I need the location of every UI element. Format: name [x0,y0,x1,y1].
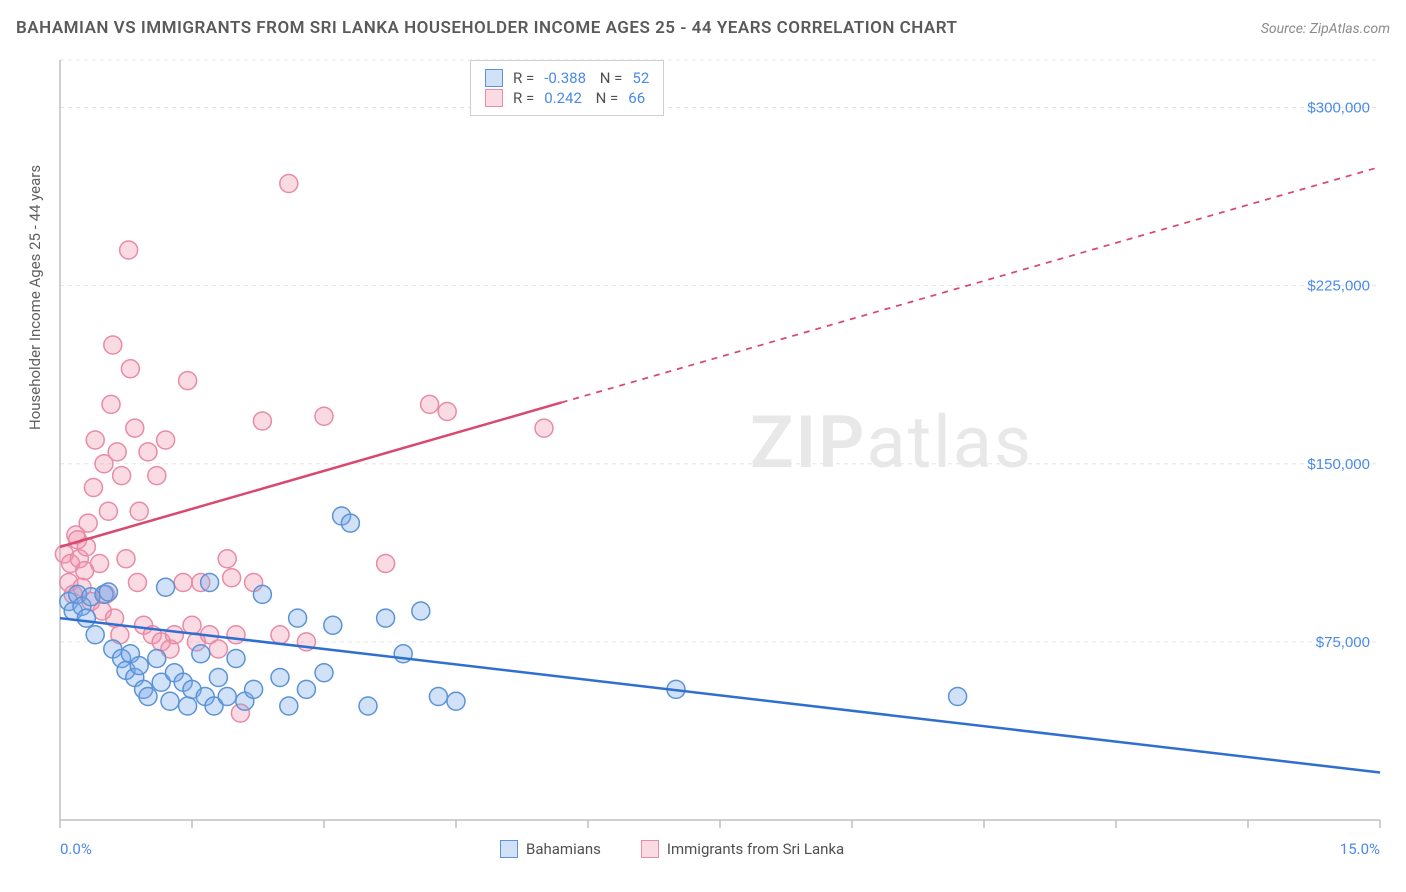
swatch-bahamians-icon [500,840,518,858]
svg-text:$300,000: $300,000 [1307,100,1370,117]
legend-row-srilanka: R = 0.242 N = 66 [485,89,649,107]
x-axis-max-label: 15.0% [1340,840,1380,858]
svg-text:$225,000: $225,000 [1307,278,1370,295]
swatch-bahamians [485,69,503,87]
r-value-srilanka: 0.242 [544,89,582,107]
legend-item-srilanka: Immigrants from Sri Lanka [641,840,844,858]
scatter-chart: $75,000 $150,000 $225,000 $300,000 [0,0,1406,892]
correlation-legend: R = -0.388 N = 52 R = 0.242 N = 66 [470,60,664,116]
svg-text:$75,000: $75,000 [1316,634,1370,651]
swatch-srilanka-icon [641,840,659,858]
legend-item-bahamians: Bahamians [500,840,601,858]
swatch-srilanka [485,89,503,107]
svg-text:$150,000: $150,000 [1307,456,1370,473]
legend-row-bahamians: R = -0.388 N = 52 [485,69,649,87]
r-value-bahamians: -0.388 [544,69,586,87]
n-value-bahamians: 52 [632,69,649,87]
n-value-srilanka: 66 [628,89,645,107]
legend-label-srilanka: Immigrants from Sri Lanka [667,840,844,858]
legend-label-bahamians: Bahamians [526,840,601,858]
x-axis-min-label: 0.0% [60,840,92,858]
series-legend: Bahamians Immigrants from Sri Lanka [500,840,844,858]
